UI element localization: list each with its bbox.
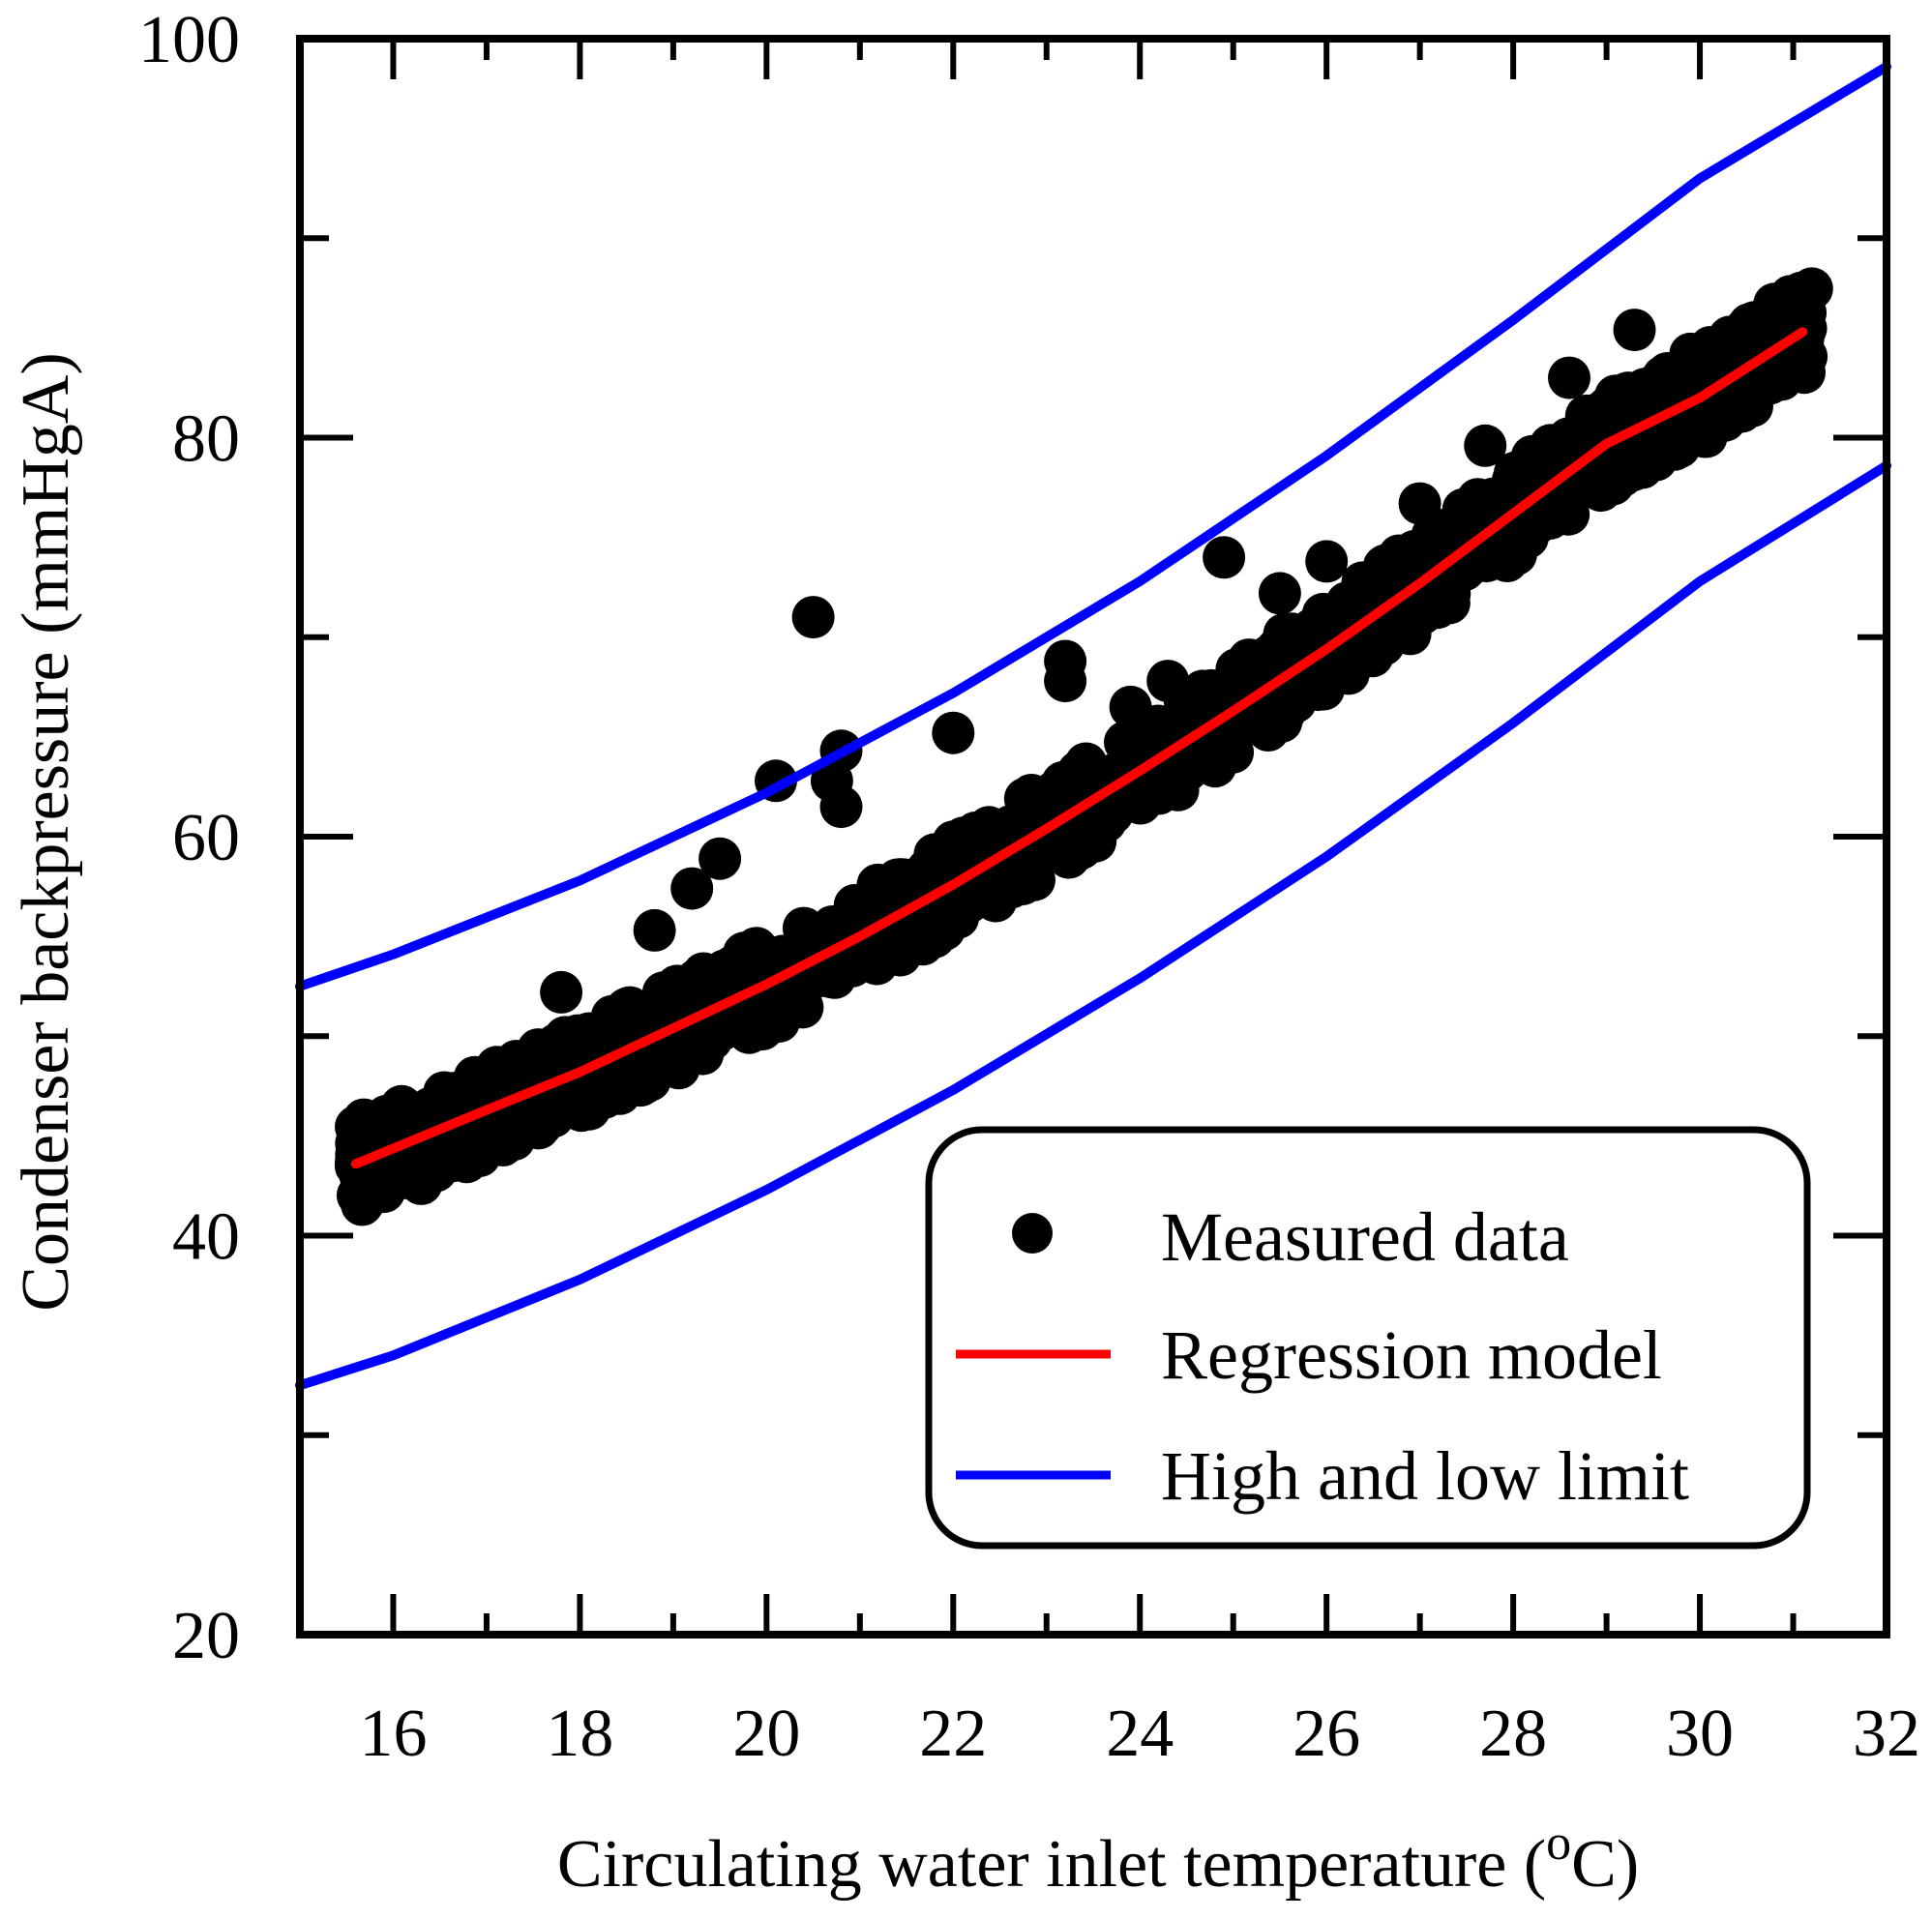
legend-label-limits: High and low limit <box>1161 1437 1689 1515</box>
data-point-outlier <box>1697 390 1740 433</box>
data-point <box>1739 347 1783 390</box>
data-point <box>974 811 1017 854</box>
data-point-outlier <box>381 1098 425 1141</box>
data-point-outlier <box>932 711 975 754</box>
data-point <box>921 900 965 943</box>
x-tick-label: 30 <box>1666 1697 1734 1771</box>
data-point <box>655 964 698 1008</box>
y-tick-label: 60 <box>172 801 240 875</box>
data-point <box>1137 772 1180 815</box>
data-point <box>1415 586 1459 630</box>
x-tick-label: 22 <box>919 1697 987 1771</box>
x-tick-label: 20 <box>732 1697 800 1771</box>
x-tick-label: 32 <box>1853 1697 1920 1771</box>
data-point-outlier <box>670 867 714 910</box>
data-point <box>989 866 1032 909</box>
data-point <box>1378 534 1421 577</box>
data-point <box>1006 782 1050 826</box>
data-point-outlier <box>446 1066 490 1109</box>
data-point <box>885 864 929 907</box>
data-point <box>1064 742 1108 785</box>
legend-marker-measured <box>1012 1213 1053 1254</box>
legend-label-regression: Regression model <box>1161 1316 1662 1394</box>
data-point-outlier <box>698 837 742 880</box>
data-point-outlier <box>540 970 583 1014</box>
legend-label-measured: Measured data <box>1161 1198 1569 1276</box>
x-tick-label: 24 <box>1106 1697 1174 1771</box>
axes: 16 18 20 22 24 26 28 30 32 20 40 60 80 100 <box>138 3 1920 1771</box>
data-point-outlier <box>1594 374 1638 418</box>
data-point-outlier <box>1305 540 1349 583</box>
data-point <box>1581 463 1624 507</box>
data-point-outlier <box>400 1162 443 1205</box>
data-point <box>1270 612 1314 656</box>
high-limit-line <box>295 61 1891 991</box>
low-limit-line <box>295 460 1891 1391</box>
y-tick-label: 100 <box>138 3 240 77</box>
data-point-outlier <box>1613 309 1656 352</box>
data-point-outlier <box>1669 332 1712 375</box>
data-point-outlier <box>819 785 863 829</box>
x-tick-label: 18 <box>546 1697 613 1771</box>
data-point-outlier <box>1398 482 1442 525</box>
x-axis-title: Circulating water inlet temperature (oC) <box>557 1816 1639 1902</box>
data-point-outlier <box>1548 356 1590 399</box>
data-point-outlier <box>1203 536 1246 579</box>
data-point-outlier <box>1669 414 1712 458</box>
legend: Measured data Regression model High and … <box>925 1126 1811 1550</box>
plot-area <box>295 61 1891 1391</box>
data-point <box>913 833 957 876</box>
data-point-outlier <box>1258 572 1301 615</box>
regression-line <box>350 327 1808 1169</box>
data-point-outlier <box>1753 282 1797 326</box>
y-tick-label: 40 <box>172 1200 240 1275</box>
data-point-outlier <box>1109 685 1152 728</box>
data-point <box>1055 827 1099 871</box>
data-point <box>1288 667 1331 711</box>
x-tick-label: 28 <box>1479 1697 1547 1771</box>
data-point-outlier <box>1146 660 1190 703</box>
y-axis-title: Condenser backpressure (mmHgA) <box>9 352 83 1311</box>
y-tick-label: 20 <box>172 1599 240 1673</box>
data-point <box>758 1000 800 1044</box>
data-point-outlier <box>1044 660 1087 703</box>
data-point-outlier <box>362 1170 405 1214</box>
y-tick-label: 80 <box>172 402 240 477</box>
data-point-outlier <box>633 908 676 952</box>
data-point <box>813 956 856 999</box>
data-point <box>1225 648 1267 692</box>
data-point-outlier <box>1725 307 1769 350</box>
data-point <box>1190 668 1234 712</box>
data-point <box>1090 792 1134 835</box>
x-tick-label: 26 <box>1293 1697 1360 1771</box>
data-point-outlier <box>1464 424 1507 467</box>
legend-box <box>925 1126 1811 1550</box>
data-point-outlier <box>791 596 835 639</box>
x-tick-label: 16 <box>359 1697 427 1771</box>
